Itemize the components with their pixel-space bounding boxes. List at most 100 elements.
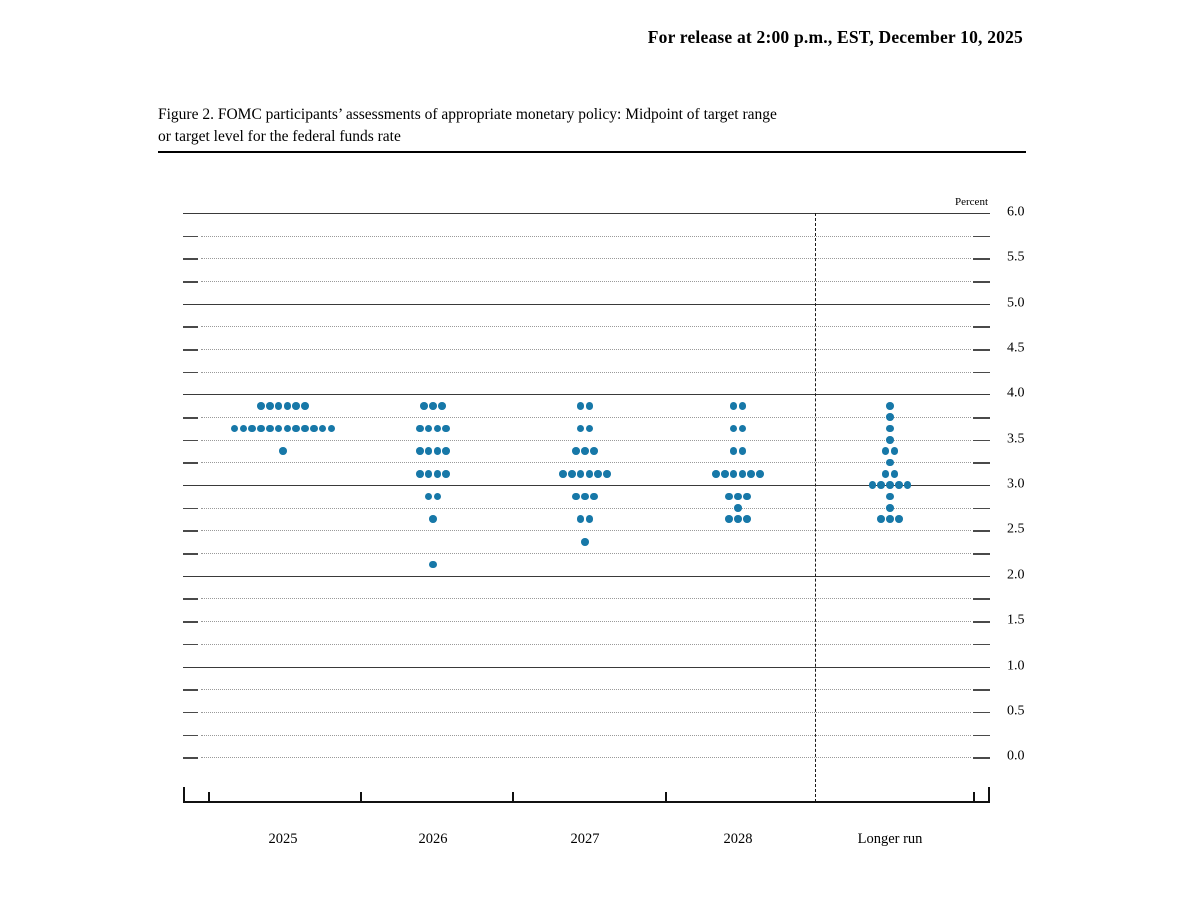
projection-dot [230, 424, 239, 433]
x-axis-tick [973, 792, 975, 802]
gridline-right-tick [973, 349, 990, 351]
minor-gridline [201, 621, 971, 623]
projection-dot [572, 447, 580, 455]
minor-gridline [201, 258, 971, 260]
projection-dot [890, 469, 899, 478]
x-axis-label-2028: 2028 [723, 831, 753, 847]
gridline-left-tick [183, 711, 198, 714]
projection-dot [881, 447, 890, 455]
gridline-left-tick [183, 462, 198, 465]
projection-dot [594, 469, 602, 478]
figure-title: Figure 2. FOMC participants’ assessments… [158, 104, 777, 148]
projection-dot [559, 469, 567, 478]
y-axis-tick-label: 1.0 [1007, 658, 1025, 674]
gridline-left-tick [183, 439, 198, 442]
gridline-left-tick [183, 235, 198, 238]
projection-dot [585, 469, 594, 478]
y-axis-tick-label: 4.0 [1007, 386, 1025, 402]
projection-dot [877, 481, 885, 489]
y-axis-tick-label: 5.0 [1007, 295, 1025, 311]
minor-gridline [201, 462, 971, 464]
projection-dot [433, 447, 442, 455]
major-gridline [183, 394, 990, 396]
projection-dot [877, 515, 885, 523]
y-axis-tick-label: 4.5 [1007, 340, 1025, 356]
y-axis-tick-label: 1.5 [1007, 612, 1025, 628]
gridline-left-tick [183, 326, 198, 328]
projection-dot [433, 424, 442, 433]
gridline-right-tick [973, 530, 990, 533]
projection-dot [292, 401, 300, 410]
gridline-left-tick [183, 734, 198, 737]
gridline-left-tick [183, 258, 198, 260]
projection-dot [881, 469, 890, 478]
projection-dot [416, 469, 424, 478]
projection-dot [429, 515, 437, 523]
gridline-left-tick [183, 643, 198, 646]
gridline-right-tick [973, 598, 990, 601]
major-gridline [183, 303, 990, 305]
projection-dot [568, 469, 576, 478]
gridline-right-tick [973, 462, 990, 465]
gridline-left-tick [183, 689, 198, 691]
projection-dot [576, 424, 585, 433]
projection-dot [738, 447, 747, 455]
projection-dot [442, 424, 450, 433]
projection-dot [424, 424, 433, 433]
release-header: For release at 2:00 p.m., EST, December … [647, 27, 1023, 47]
projection-dot [886, 413, 894, 421]
projection-dot [442, 447, 450, 455]
projection-dot [886, 503, 894, 512]
gridline-left-tick [183, 621, 198, 623]
projection-dot [318, 424, 327, 433]
projection-dot [248, 424, 256, 433]
major-gridline [183, 666, 990, 668]
projection-dot [585, 401, 594, 410]
projection-dot [257, 424, 265, 433]
projection-dot [712, 469, 720, 478]
x-axis-label-longer-run: Longer run [857, 831, 923, 847]
projection-dot [895, 515, 903, 523]
projection-dot [424, 469, 433, 478]
y-axis-tick-label: 6.0 [1007, 204, 1025, 220]
minor-gridline [201, 530, 971, 532]
projection-dot [576, 401, 585, 410]
figure-title-line2: or target level for the federal funds ra… [158, 128, 401, 145]
projection-dot [581, 447, 589, 455]
minor-gridline [201, 417, 971, 419]
minor-gridline [201, 734, 971, 736]
projection-dot [886, 481, 894, 489]
projection-dot [729, 401, 738, 410]
projection-dot [438, 401, 446, 410]
gridline-left-tick [183, 417, 198, 419]
projection-dot [721, 469, 729, 478]
projection-dot [756, 469, 764, 478]
projection-dot [886, 492, 894, 501]
gridline-left-tick [183, 530, 198, 533]
projection-dot [886, 458, 894, 467]
projection-dot [738, 469, 747, 478]
projection-dot [729, 424, 738, 433]
projection-dot [429, 560, 437, 569]
projection-dot [895, 481, 903, 489]
gridline-right-tick [973, 371, 990, 374]
minor-gridline [201, 757, 971, 759]
axis-corner-right [988, 787, 990, 802]
gridline-right-tick [973, 235, 990, 238]
projection-dot [603, 469, 611, 478]
projection-dot [585, 515, 594, 523]
gridline-right-tick [973, 643, 990, 646]
gridline-right-tick [973, 258, 990, 260]
gridline-right-tick [973, 621, 990, 623]
projection-dot [903, 481, 912, 489]
projection-dot [433, 492, 442, 501]
gridline-right-tick [973, 281, 990, 283]
projection-dot [590, 447, 598, 455]
x-axis-tick [360, 792, 362, 802]
x-axis-label-2027: 2027 [570, 831, 600, 847]
projection-dot [433, 469, 442, 478]
projection-dot [420, 401, 428, 410]
gridline-right-tick [973, 507, 990, 510]
projection-dot [301, 424, 309, 433]
projection-dot [738, 424, 747, 433]
